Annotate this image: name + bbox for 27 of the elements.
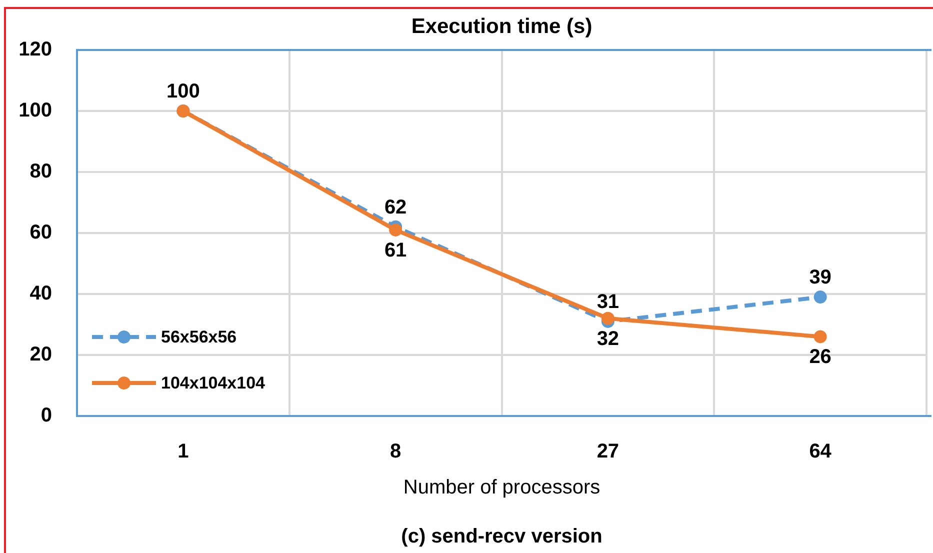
data-label: 31 (596, 290, 620, 313)
x-tick-label: 64 (809, 440, 832, 463)
data-label: 62 (384, 196, 407, 218)
legend-label: 104x104x104 (161, 374, 266, 393)
x-tick-label: 1 (178, 440, 189, 463)
x-tick-label: 27 (596, 440, 620, 463)
point (389, 223, 402, 236)
y-tick-label: 40 (30, 282, 52, 305)
data-label: 26 (809, 346, 832, 368)
y-tick-label: 0 (40, 404, 52, 427)
point (814, 330, 827, 344)
data-label: 39 (809, 266, 832, 289)
y-tick-label: 20 (30, 344, 52, 366)
point (601, 312, 614, 325)
data-label: 32 (596, 328, 620, 350)
data-label: 100 (166, 80, 200, 103)
y-tick-label: 120 (18, 38, 52, 61)
y-tick-label: 60 (30, 222, 52, 244)
y-tick-label: 100 (18, 100, 52, 122)
y-tick-label: 80 (30, 160, 52, 183)
point (814, 290, 827, 304)
chart-title: Execution time (s) (411, 14, 592, 38)
x-tick-label: 8 (390, 440, 402, 463)
text: (c) send-recv version (401, 526, 602, 548)
x-axis-title: Number of processors (403, 476, 600, 499)
data-label: 61 (384, 239, 407, 262)
legend-label: 56x56x56 (161, 328, 237, 347)
